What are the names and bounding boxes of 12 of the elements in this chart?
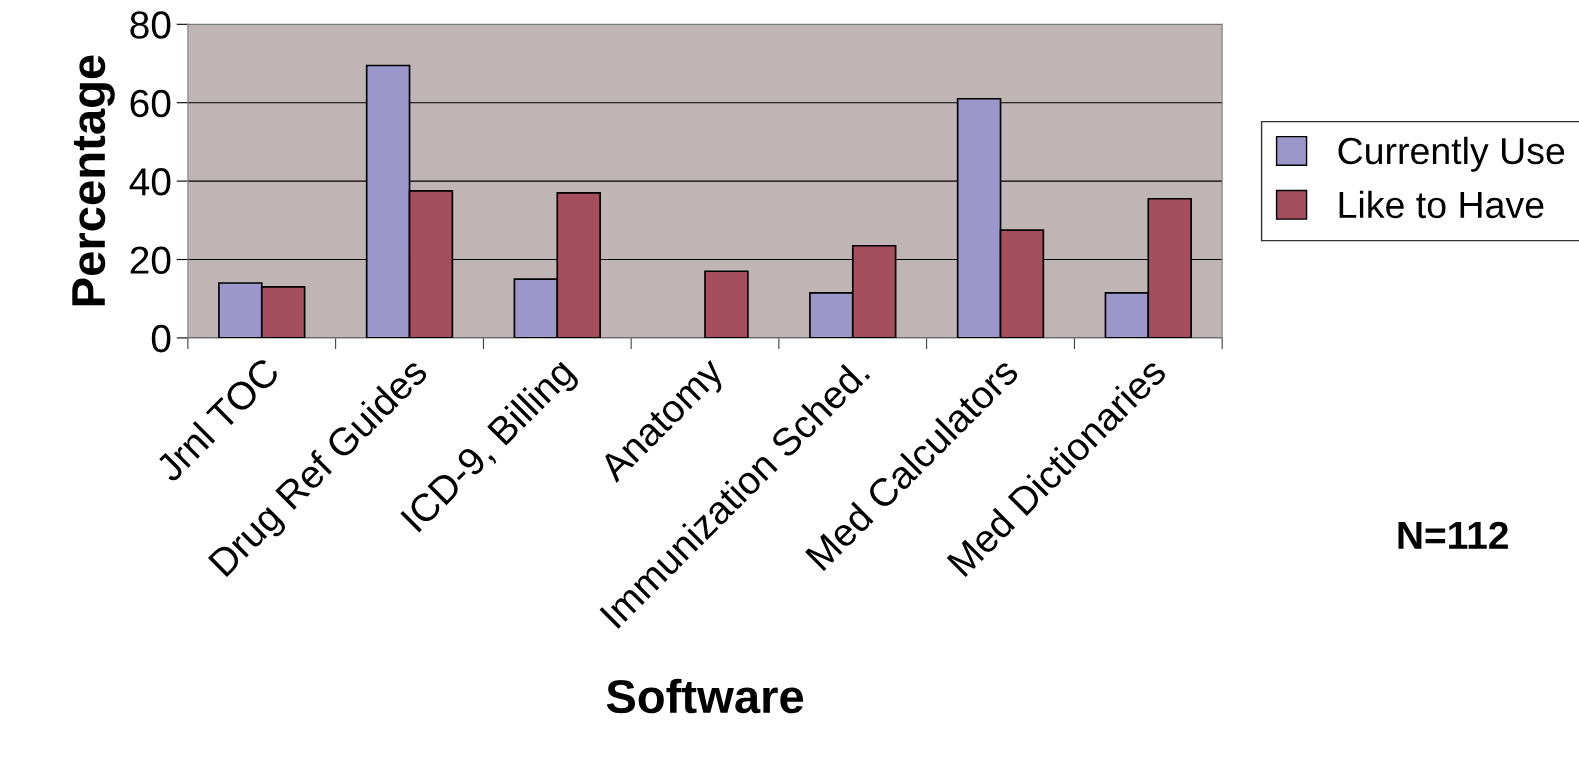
bar (704, 270, 749, 338)
y-tick-label: 80 (130, 11, 171, 39)
y-tick-label: 60 (130, 89, 171, 118)
y-tick-label: 0 (151, 324, 171, 353)
y-tick-label: 20 (130, 246, 171, 274)
text: N=112 (1398, 521, 1508, 549)
legend-label: Currently Use (1338, 136, 1565, 172)
y-axis-title: Percentage (72, 55, 115, 306)
y-tick-label: 40 (129, 168, 171, 196)
x-tick-label: Jrnl TOC (153, 355, 281, 484)
legend-label: Like to Have (1339, 190, 1544, 219)
x-axis-title: Software (606, 678, 804, 714)
